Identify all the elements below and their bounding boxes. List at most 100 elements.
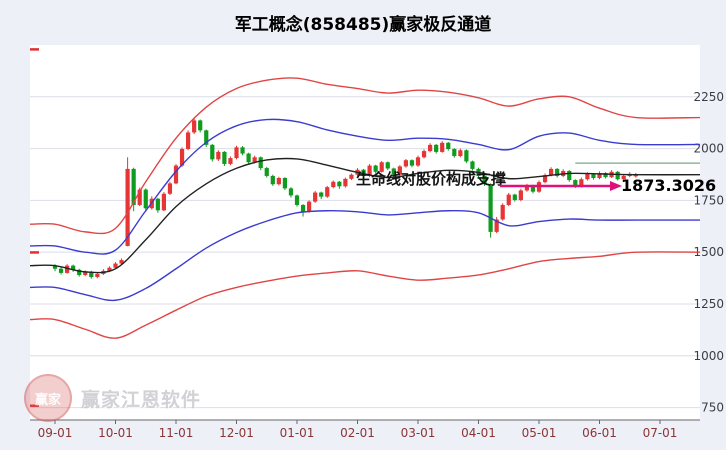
y-tick-label: 1250 <box>693 297 724 311</box>
inner-upper-blue-line <box>29 118 701 255</box>
candle-body <box>403 160 408 167</box>
candle-body <box>186 132 191 150</box>
x-tick-label: 06-01 <box>582 426 617 440</box>
candle-body <box>585 173 590 180</box>
y-tick-label: 1500 <box>693 245 724 259</box>
candle-body <box>288 188 294 196</box>
candle-body <box>216 151 221 160</box>
candle-body <box>95 273 100 278</box>
candle-body <box>143 189 148 209</box>
candle-body <box>500 204 505 220</box>
x-tick-label: 05-01 <box>522 426 557 440</box>
x-tick-label: 07-01 <box>643 426 678 440</box>
candle-body <box>77 269 82 275</box>
candle-body <box>161 193 166 211</box>
candle-body <box>549 168 554 176</box>
brand-logo-icon: 赢家 <box>24 374 72 422</box>
watermark: 赢家 赢家江恩软件 <box>24 374 201 422</box>
candle-body <box>246 153 251 163</box>
candle-body <box>542 175 548 183</box>
candle-body <box>313 192 318 202</box>
candle-body <box>167 183 173 194</box>
candle-body <box>258 157 263 169</box>
candle-body <box>119 260 124 264</box>
candle-body <box>264 168 269 176</box>
y-tick-label: 2250 <box>693 90 724 104</box>
candle-body <box>131 168 136 205</box>
candle-body <box>446 142 451 150</box>
candle-body <box>482 175 487 185</box>
candles <box>52 117 638 279</box>
left-red-tick <box>30 48 39 51</box>
inner-lower-blue-line <box>29 210 700 302</box>
candle-body <box>270 175 275 185</box>
candle-body <box>409 160 415 166</box>
candle-body <box>65 265 70 273</box>
candle-body <box>464 150 469 162</box>
x-tick-label: 02-01 <box>340 426 375 440</box>
candle-body <box>300 204 306 212</box>
candle-body <box>107 267 112 271</box>
candle-body <box>494 219 499 232</box>
chart-title: 军工概念(858485)赢家极反通道 <box>234 15 492 35</box>
y-tick-label: 1750 <box>693 193 724 207</box>
x-tick-label: 11-01 <box>159 426 194 440</box>
candle-body <box>488 184 493 232</box>
candle-body <box>307 201 312 212</box>
candle-body <box>397 166 402 175</box>
x-axis: 09-01 10-01 11-01 12-01 01-01 02-01 03-01 04-01… <box>30 419 700 440</box>
candle-body <box>179 149 185 166</box>
support-arrow-head <box>610 181 622 191</box>
candle-body <box>518 190 523 200</box>
candle-body <box>361 169 366 176</box>
candle-body <box>125 168 130 246</box>
candle-body <box>89 271 94 278</box>
candle-body <box>458 150 463 157</box>
candle-body <box>343 178 348 187</box>
y-tick-label: 750 <box>701 401 724 415</box>
candle-body <box>276 178 281 185</box>
x-tick-label: 09-01 <box>38 426 73 440</box>
candle-body <box>222 151 227 164</box>
candle-body <box>325 187 330 197</box>
candle-body <box>228 158 233 164</box>
candle-body <box>71 265 76 270</box>
candle-body <box>282 178 287 189</box>
support-arrow <box>500 181 622 191</box>
candle-body <box>567 170 572 181</box>
candle-body <box>240 147 245 154</box>
candle-body <box>373 165 378 172</box>
plot-area <box>30 45 700 420</box>
candle-body <box>524 185 529 191</box>
candle-body <box>319 192 324 197</box>
candle-body <box>615 171 620 180</box>
candle-body <box>52 265 58 269</box>
candle-body <box>530 185 536 192</box>
candle-body <box>555 168 560 176</box>
candle-body <box>331 181 336 188</box>
candle-body <box>113 263 118 268</box>
x-tick-label: 12-01 <box>219 426 254 440</box>
candle-body <box>204 130 209 145</box>
candle-body <box>173 165 179 184</box>
candle-body <box>440 142 445 152</box>
candle-body <box>506 194 511 205</box>
candle-body <box>58 268 64 273</box>
candle-body <box>155 198 160 211</box>
candle-body <box>428 144 433 152</box>
candle-body <box>83 271 88 275</box>
outer-lower-red-line <box>29 251 701 339</box>
candle-body <box>591 173 596 179</box>
candle-body <box>137 189 142 205</box>
left-red-tick <box>30 251 39 254</box>
candle-body <box>573 180 578 187</box>
candle-body <box>633 174 638 177</box>
candle-body <box>452 149 457 157</box>
candle-body <box>470 161 475 169</box>
candle-body <box>512 194 517 200</box>
candle-body <box>252 157 257 163</box>
candle-body <box>210 144 215 160</box>
candle-body <box>337 181 342 187</box>
candle-body <box>192 120 197 133</box>
